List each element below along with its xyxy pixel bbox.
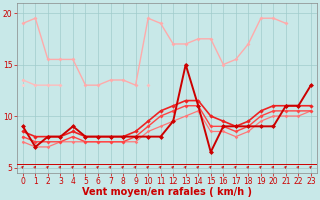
X-axis label: Vent moyen/en rafales ( km/h ): Vent moyen/en rafales ( km/h ) (82, 187, 252, 197)
